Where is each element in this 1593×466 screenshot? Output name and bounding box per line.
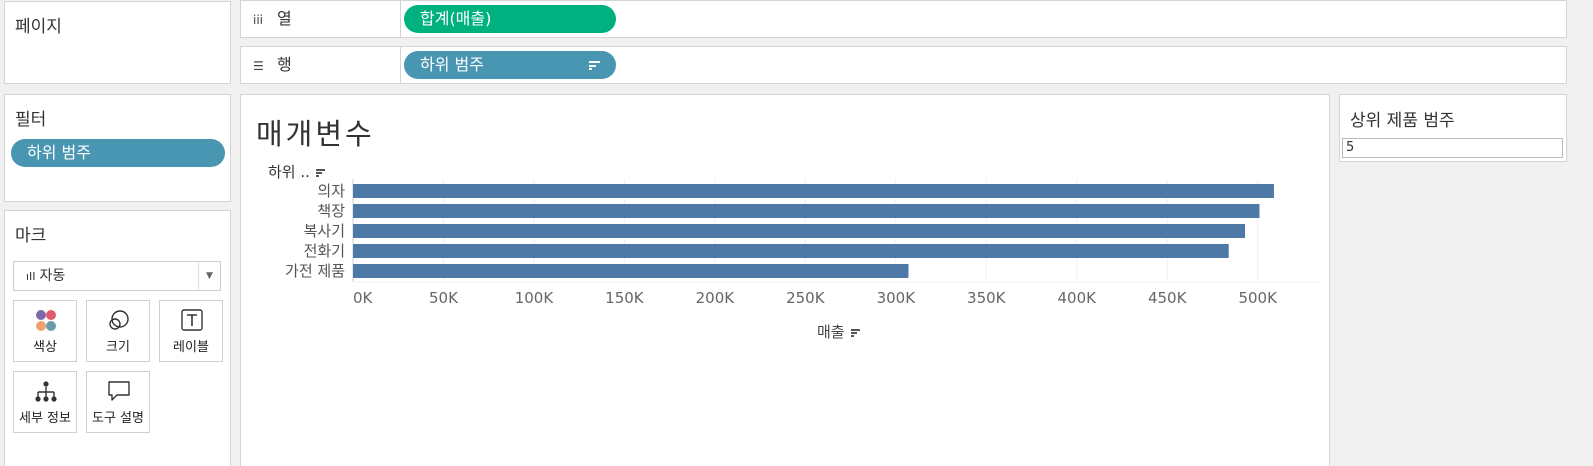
x-tick-label: 450K: [1147, 289, 1187, 307]
sort-descending-icon[interactable]: [589, 61, 600, 70]
columns-pill-label: 합계(매출): [420, 9, 492, 28]
rows-shelf-label: ☰ 행: [241, 47, 401, 83]
bar-0[interactable]: [353, 184, 1274, 198]
filter-pill-label: 하위 범주: [27, 143, 91, 162]
x-tick-label: 0K: [353, 289, 373, 307]
filter-pill-sub-category[interactable]: 하위 범주: [11, 139, 225, 167]
bar-4[interactable]: [353, 264, 909, 278]
mark-card-detail[interactable]: 세부 정보: [13, 371, 77, 433]
parameter-input[interactable]: 5: [1342, 138, 1563, 158]
pages-title: 페이지: [15, 17, 62, 37]
x-tick-label: 50K: [428, 289, 458, 307]
category-label[interactable]: 전화기: [303, 242, 345, 260]
category-label[interactable]: 의자: [317, 182, 345, 200]
bar-2[interactable]: [353, 224, 1246, 238]
marks-panel: 마크 ıII 자동 ▼ 색상 크기 레이블 세부 정보: [4, 210, 231, 466]
x-tick-label: 200K: [695, 289, 735, 307]
mark-card-tooltip-label: 도구 설명: [92, 411, 144, 426]
columns-shelf[interactable]: iii 열 합계(매출): [240, 0, 1567, 38]
rows-shelf[interactable]: ☰ 행 하위 범주: [240, 46, 1567, 84]
mark-card-label-label: 레이블: [173, 340, 209, 355]
mark-card-color-label: 색상: [33, 340, 57, 355]
category-label[interactable]: 가전 제품: [285, 262, 345, 280]
rows-label: 행: [277, 55, 292, 74]
detail-hierarchy-icon: [35, 381, 57, 402]
speech-bubble-icon: [108, 381, 130, 401]
columns-icon: iii: [253, 13, 264, 27]
bar-chart-icon: ıII: [26, 270, 36, 283]
filters-panel: 필터 하위 범주: [4, 94, 231, 202]
pages-panel: 페이지: [4, 1, 231, 84]
mark-card-color[interactable]: 색상: [13, 300, 77, 362]
mark-card-size-label: 크기: [106, 340, 130, 355]
row-header[interactable]: 하위 ..: [268, 161, 325, 182]
chevron-down-icon[interactable]: ▼: [198, 262, 220, 290]
mark-type-dropdown[interactable]: ıII 자동 ▼: [13, 261, 221, 291]
x-tick-label: 250K: [786, 289, 825, 307]
parameter-value: 5: [1346, 140, 1355, 155]
x-tick-label: 150K: [605, 289, 644, 307]
bar-chart: [352, 179, 1321, 283]
rows-icon: ☰: [253, 59, 264, 73]
mark-card-detail-label: 세부 정보: [19, 411, 71, 426]
x-axis-title[interactable]: 매출: [817, 321, 861, 342]
columns-shelf-label: iii 열: [241, 1, 401, 37]
filters-title: 필터: [15, 110, 47, 130]
row-header-label: 하위 ..: [268, 163, 310, 181]
sort-descending-icon[interactable]: [315, 168, 325, 177]
mark-card-size[interactable]: 크기: [86, 300, 150, 362]
rows-pill-label: 하위 범주: [420, 55, 484, 74]
category-label[interactable]: 책장: [317, 202, 345, 220]
view-title: 매개변수: [256, 117, 375, 151]
mark-type-value: 자동: [39, 268, 66, 284]
mark-card-tooltip[interactable]: 도구 설명: [86, 371, 150, 433]
sort-descending-icon[interactable]: [851, 328, 861, 337]
x-tick-label: 400K: [1057, 289, 1096, 307]
text-label-icon: [181, 309, 203, 331]
bar-1[interactable]: [353, 204, 1260, 218]
columns-label: 열: [277, 9, 292, 28]
size-circles-icon: [109, 310, 129, 330]
x-axis-title-label: 매출: [817, 323, 845, 341]
x-tick-label: 300K: [876, 289, 916, 307]
mark-card-label[interactable]: 레이블: [159, 300, 223, 362]
x-tick-label: 100K: [514, 289, 554, 307]
rows-pill-sub-category[interactable]: 하위 범주: [404, 51, 616, 79]
marks-title: 마크: [15, 226, 47, 246]
parameter-panel: 상위 제품 범주 5: [1339, 94, 1567, 162]
category-label[interactable]: 복사기: [303, 222, 345, 240]
bar-3[interactable]: [353, 244, 1229, 258]
x-tick-label: 350K: [967, 289, 1006, 307]
parameter-title: 상위 제품 범주: [1350, 111, 1455, 131]
x-tick-label: 500K: [1238, 289, 1277, 307]
color-dots-icon: [36, 310, 56, 331]
columns-pill-sum-sales[interactable]: 합계(매출): [404, 5, 616, 33]
